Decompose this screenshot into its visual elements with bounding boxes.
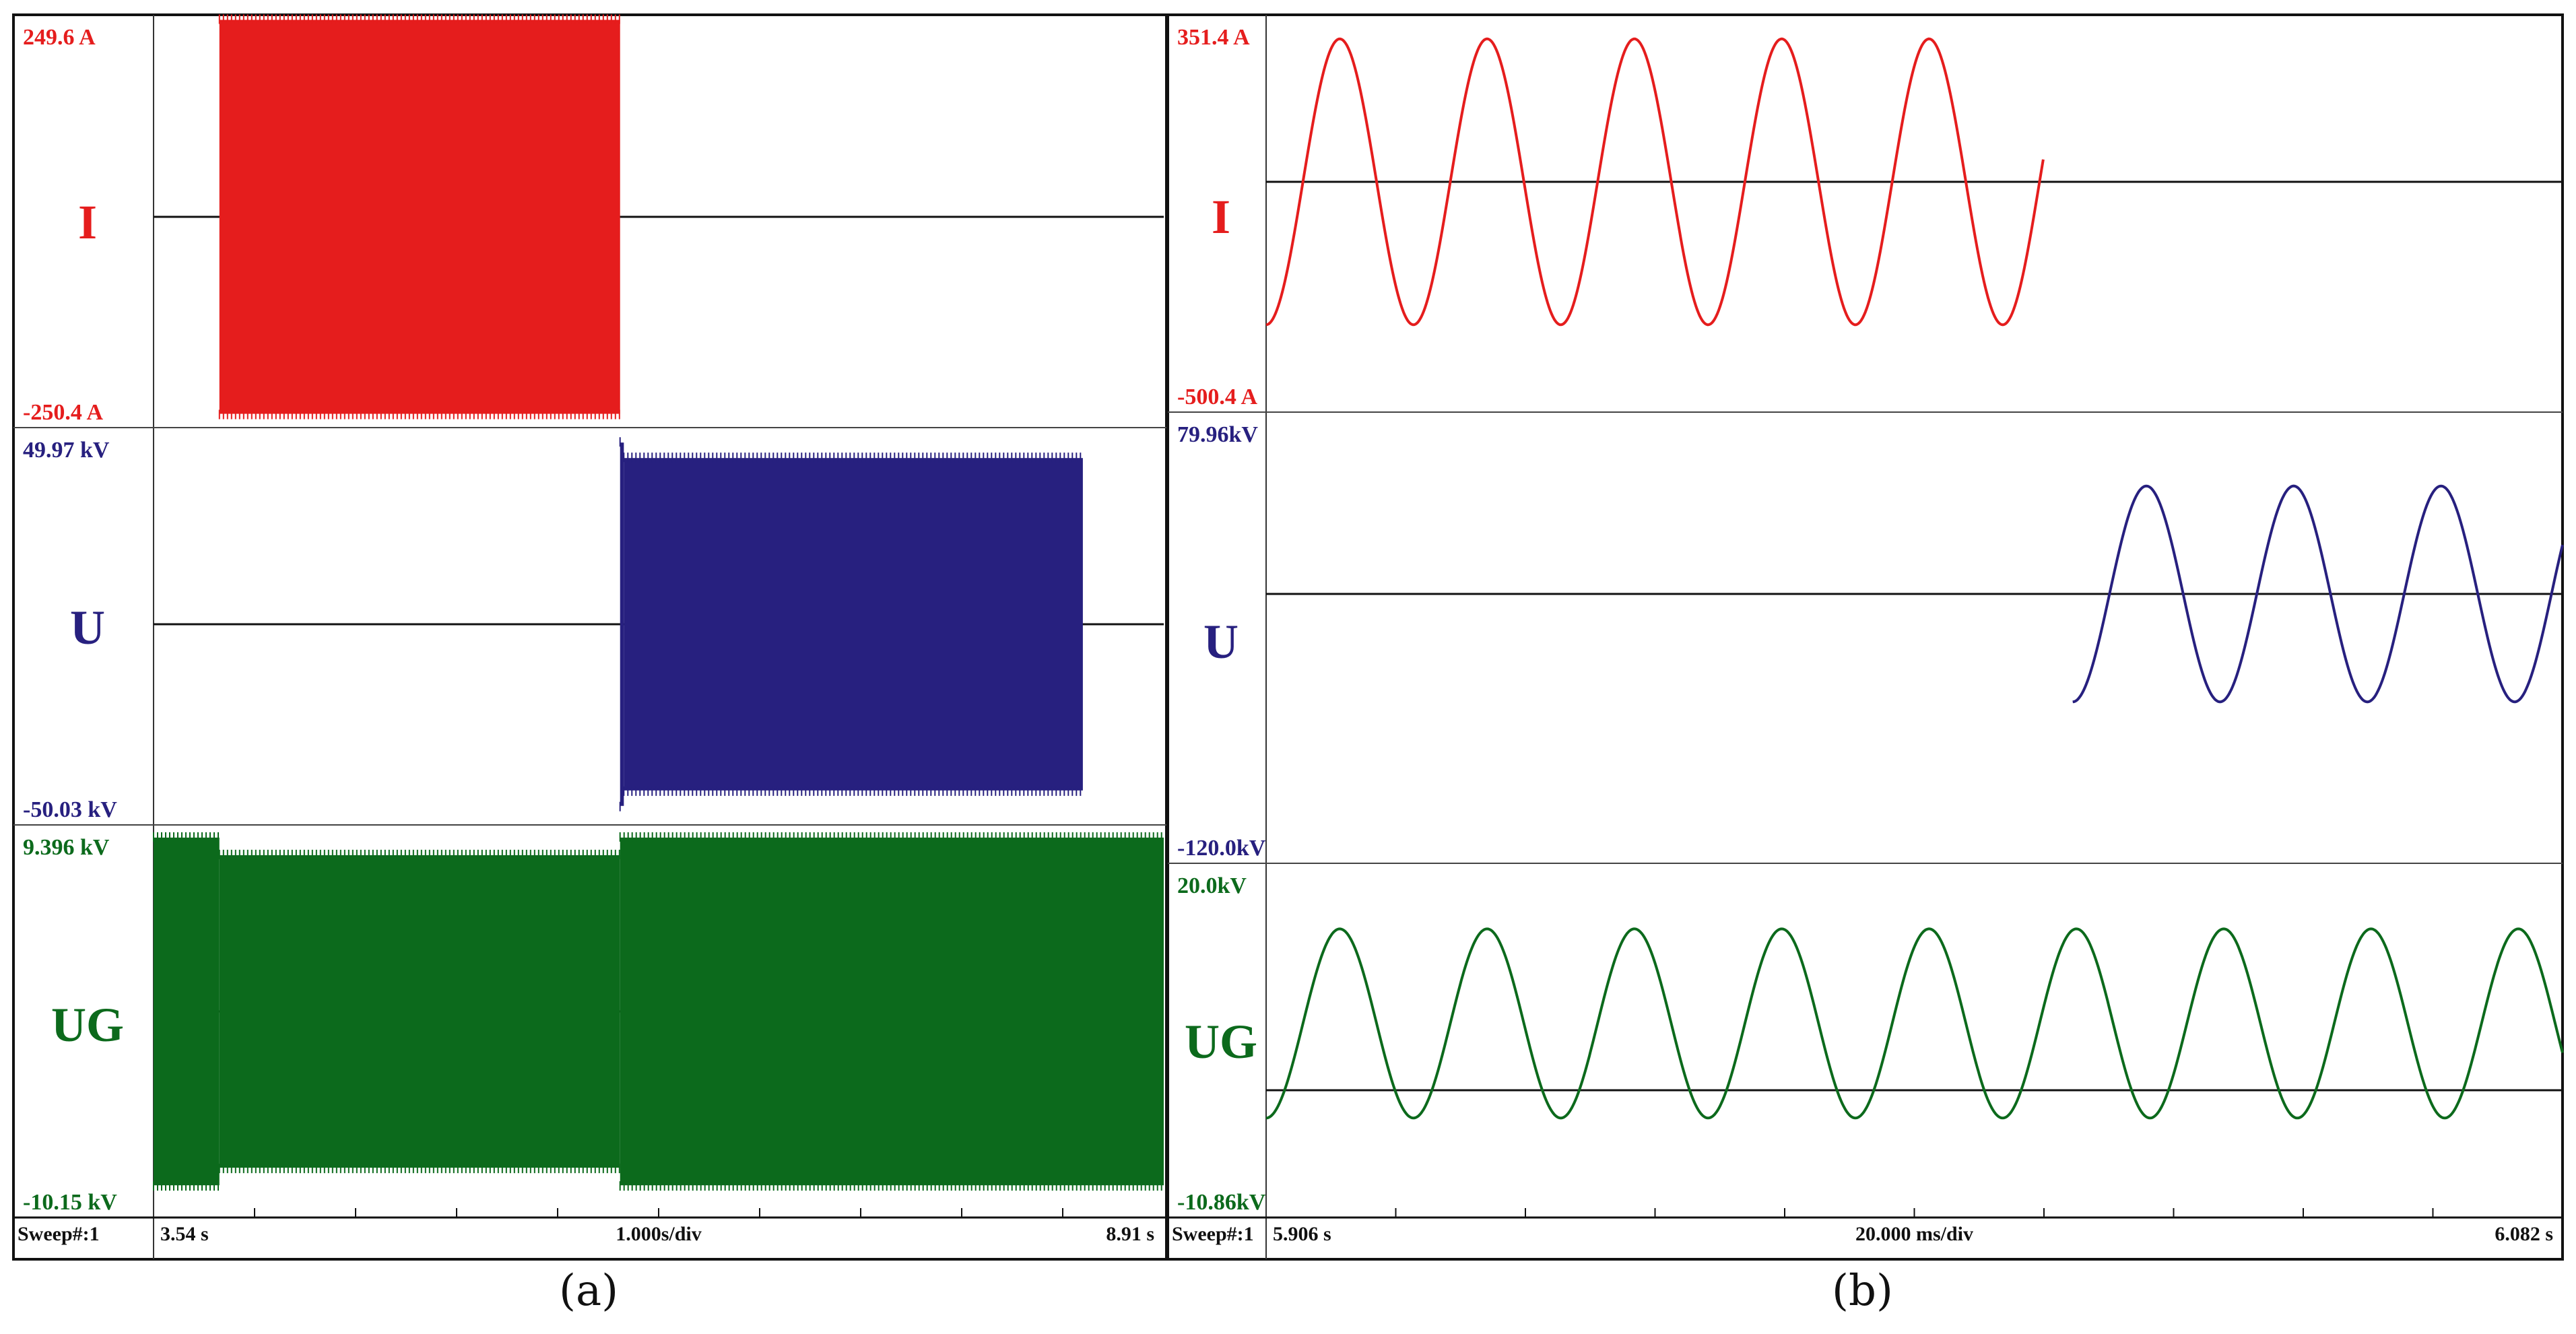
channel-name-label: U bbox=[1203, 615, 1239, 669]
waveform-ripple bbox=[218, 849, 620, 1174]
panel-frame bbox=[1166, 13, 2564, 1261]
time-start-label: 5.906 s bbox=[1273, 1223, 1331, 1245]
waveform-ripple bbox=[218, 14, 620, 420]
channel-name-label: U bbox=[70, 601, 105, 655]
channel-min-label: -250.4 A bbox=[23, 400, 103, 425]
channel-u: 79.96kV -120.0kV U bbox=[1168, 422, 2564, 864]
channel-ug: 20.0kV -10.86kV UG bbox=[1177, 873, 2564, 1215]
channel-max-label: 49.97 kV bbox=[23, 438, 110, 463]
channel-name-label: UG bbox=[1185, 1015, 1257, 1069]
waveform-band bbox=[620, 442, 624, 806]
waveform-ripple bbox=[623, 453, 1082, 796]
time-div-label: 1.000s/div bbox=[616, 1223, 702, 1245]
channel-i: 249.6 A -250.4 A I bbox=[13, 14, 1166, 428]
panel-a: 249.6 A -250.4 A I 49.97 kV -50.03 kV U 9.396 … bbox=[12, 13, 1168, 1261]
waveform-ripple bbox=[153, 832, 219, 1191]
channel-min-label: -500.4 A bbox=[1177, 385, 1257, 409]
channel-name-label: UG bbox=[51, 998, 124, 1052]
waveform-band bbox=[624, 458, 1083, 791]
channel-u: 49.97 kV -50.03 kV U bbox=[13, 437, 1166, 826]
panel-a-caption: (a) bbox=[559, 1266, 619, 1316]
panel-b: 351.4 A -500.4 A I 79.96kV -120.0kV U 20.0kV -1… bbox=[1166, 13, 2564, 1261]
waveform-line bbox=[2072, 484, 2564, 704]
sweep-label: Sweep#:1 bbox=[18, 1223, 100, 1245]
channel-name-label: I bbox=[78, 195, 97, 249]
time-end-label: 8.91 s bbox=[1106, 1223, 1154, 1245]
channel-min-label: -120.0kV bbox=[1177, 836, 1266, 861]
waveform-line bbox=[1265, 37, 2045, 327]
channel-max-label: 249.6 A bbox=[23, 25, 96, 50]
channel-i: 351.4 A -500.4 A I bbox=[1168, 25, 2563, 413]
time-end-label: 6.082 s bbox=[2495, 1223, 2553, 1245]
waveform-band bbox=[219, 855, 620, 1168]
channel-max-label: 351.4 A bbox=[1177, 25, 1250, 50]
channel-max-label: 79.96kV bbox=[1177, 422, 1258, 447]
sweep-label: Sweep#:1 bbox=[1172, 1223, 1254, 1245]
panel-b-caption: (b) bbox=[1832, 1266, 1893, 1316]
channel-ug: 9.396 kV -10.15 kV UG bbox=[23, 832, 1164, 1215]
channel-max-label: 9.396 kV bbox=[23, 835, 110, 860]
waveform-band bbox=[620, 837, 1164, 1186]
waveform-line bbox=[1265, 927, 2564, 1120]
channel-name-label: I bbox=[1212, 190, 1230, 244]
time-start-label: 3.54 s bbox=[160, 1223, 209, 1245]
waveform-band bbox=[154, 837, 220, 1186]
channel-min-label: -50.03 kV bbox=[23, 797, 117, 822]
time-div-label: 20.000 ms/div bbox=[1855, 1223, 1973, 1245]
waveform-ripple bbox=[619, 832, 1162, 1191]
channel-max-label: 20.0kV bbox=[1177, 873, 1247, 898]
channel-min-label: -10.15 kV bbox=[23, 1190, 117, 1215]
waveform-band bbox=[219, 20, 620, 414]
channel-min-label: -10.86kV bbox=[1177, 1190, 1266, 1215]
